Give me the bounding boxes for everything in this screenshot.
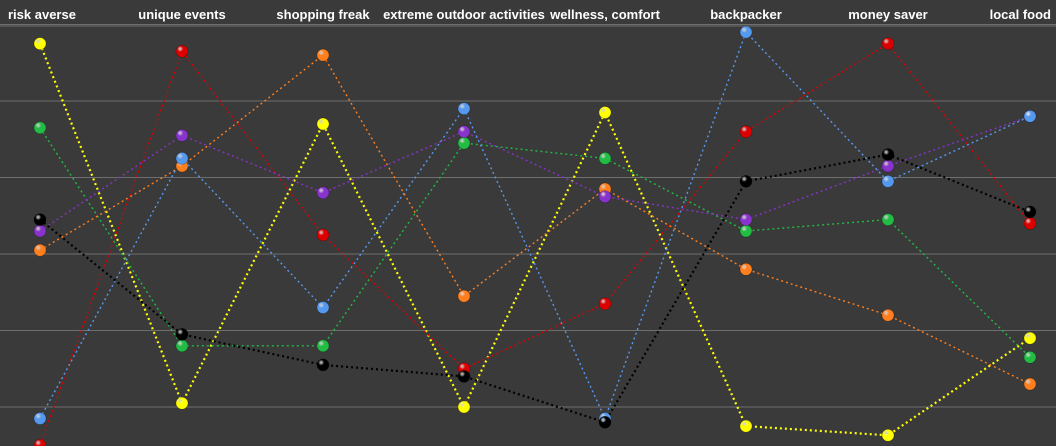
data-point: [739, 175, 753, 188]
category-labels: risk averse unique events shopping freak ex…: [8, 7, 1051, 22]
data-point: [739, 419, 753, 433]
data-point: [881, 429, 895, 442]
data-point: [175, 396, 189, 410]
data-point: [739, 262, 753, 276]
data-point: [1023, 350, 1037, 364]
data-point: [881, 159, 895, 173]
category-label: local food: [990, 7, 1051, 22]
category-label: wellness, comfort: [549, 7, 660, 22]
data-point: [316, 186, 330, 200]
data-point: [881, 213, 895, 226]
data-point: [457, 136, 471, 150]
series-line: [39, 54, 1031, 385]
data-point: [175, 339, 189, 353]
category-label: risk averse: [8, 7, 76, 22]
series-line: [39, 127, 1031, 358]
data-point: [33, 412, 47, 425]
data-point: [1023, 217, 1037, 230]
data-point: [739, 224, 753, 238]
data-point: [33, 224, 47, 238]
data-point: [598, 297, 612, 311]
data-point: [1023, 205, 1037, 219]
category-label: shopping freak: [276, 7, 370, 22]
category-label: backpacker: [710, 7, 782, 22]
data-point: [1023, 331, 1037, 345]
series-line: [39, 42, 1031, 446]
data-point: [739, 125, 753, 138]
data-point: [1023, 377, 1037, 391]
data-point: [739, 25, 753, 39]
series-points: [33, 25, 1037, 446]
data-point: [175, 152, 189, 165]
series-lines: [38, 30, 1031, 446]
data-point: [1023, 110, 1037, 123]
series-line: [39, 153, 1031, 424]
data-point: [33, 37, 47, 50]
data-point: [881, 148, 895, 161]
series-line: [38, 43, 1031, 437]
data-point: [457, 289, 471, 303]
data-point: [598, 106, 612, 119]
data-point: [457, 370, 471, 383]
data-point: [316, 358, 330, 372]
data-point: [881, 308, 895, 322]
data-point: [316, 301, 330, 314]
data-point: [316, 117, 330, 131]
gridlines: [0, 24, 1056, 408]
category-label: money saver: [848, 7, 928, 22]
data-point: [598, 415, 612, 429]
data-point: [316, 228, 330, 242]
data-point: [33, 438, 47, 446]
data-point: [175, 44, 189, 58]
data-point: [175, 328, 189, 341]
data-point: [881, 37, 895, 50]
data-point: [33, 213, 47, 226]
data-point: [881, 175, 895, 188]
data-point: [598, 152, 612, 165]
data-point: [33, 243, 47, 257]
data-point: [457, 102, 471, 115]
data-point: [457, 400, 471, 414]
series-line: [39, 115, 1031, 232]
data-point: [316, 48, 330, 62]
data-point: [316, 339, 330, 353]
data-point: [457, 125, 471, 138]
data-point: [598, 190, 612, 203]
series-line: [39, 30, 1031, 421]
category-label: unique events: [138, 7, 225, 22]
category-label: extreme outdoor activities: [383, 7, 545, 22]
data-point: [33, 121, 47, 135]
data-point: [739, 213, 753, 226]
data-point: [175, 129, 189, 142]
